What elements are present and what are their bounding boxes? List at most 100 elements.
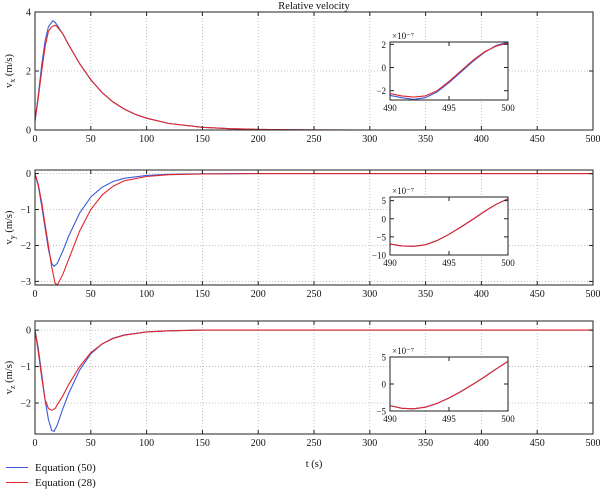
inset-2-series-line-2 <box>390 198 508 247</box>
panel-3-xtick-label: 50 <box>86 438 96 449</box>
inset-2-group: 490 495 500 −10 −5 0 5 ×10⁻⁷ <box>372 186 515 268</box>
panel-1-ylabel: vx (m/s) <box>4 53 17 88</box>
inset-2-background <box>390 197 508 255</box>
panel-3-xtick-label: 0 <box>33 438 38 449</box>
inset-2-ytick-label: −10 <box>372 251 387 261</box>
panel-2-ylabel-base: v <box>4 239 15 245</box>
panel-2-xtick-label: 0 <box>33 289 38 300</box>
inset-1-xtick-label: 500 <box>501 103 515 113</box>
inset-2-ytick-label: 0 <box>382 214 387 224</box>
panel-1-ytick-label: 4 <box>26 8 31 19</box>
inset-2-xtick-label: 495 <box>442 258 456 268</box>
panel-3-ylabel-sub: z <box>8 385 17 389</box>
panel-2-series-equation-50 <box>35 173 593 268</box>
legend: Equation (50) Equation (28) <box>6 460 96 490</box>
inset-3-y-exponent: ×10⁻⁷ <box>392 346 414 356</box>
panel-1-ytick-label: 0 <box>26 126 31 137</box>
panel-1-xtick-label: 500 <box>586 134 600 145</box>
panel-3-ytick-label: 0 <box>26 326 31 337</box>
panel-1-ylabel-unit: (m/s) <box>4 53 15 78</box>
panel-3-xlabel: t (s) <box>306 459 323 470</box>
panel-1-xtick-label: 50 <box>86 134 96 145</box>
panel-2-xtick-label: 200 <box>251 289 266 300</box>
inset-3-ytick-label: 5 <box>382 353 387 363</box>
panel-2-ylabel-unit: (m/s) <box>4 210 15 235</box>
panel-1-ytick-label: 2 <box>26 67 31 78</box>
inset-1-y-exponent: ×10⁻⁷ <box>392 31 414 41</box>
panel-2-xtick-label: 400 <box>474 289 489 300</box>
panel-2-ylabel-sub: y <box>8 235 17 239</box>
panel-2-ytick-label: −2 <box>20 241 31 252</box>
legend-item-equation-50: Equation (50) <box>6 460 96 475</box>
inset-2-xtick-label: 500 <box>501 258 515 268</box>
inset-1-ytick-label: −2 <box>376 86 386 96</box>
panel-3-ytick-label: −1 <box>20 362 31 373</box>
panel-3-xtick-label: 150 <box>195 438 210 449</box>
inset-3-xtick-label: 495 <box>442 414 456 424</box>
inset-1-group: 490 495 500 −2 0 2 ×10⁻⁷ <box>376 31 515 113</box>
panel-3-xtick-label: 100 <box>139 438 154 449</box>
panel-1-xtick-label: 250 <box>307 134 322 145</box>
inset-1-series-line-2 <box>390 42 508 98</box>
panel-3-series-equation-28 <box>35 329 593 411</box>
inset-2-ytick-label: 5 <box>382 196 387 206</box>
panel-1-xtick-label: 450 <box>530 134 545 145</box>
panel-1-ylabel-sub: x <box>8 79 17 83</box>
inset-3-ytick-label: −5 <box>376 407 386 417</box>
inset-1-xtick-label: 490 <box>383 103 397 113</box>
legend-item-equation-28: Equation (28) <box>6 475 96 490</box>
panel-3-xtick-label: 200 <box>251 438 266 449</box>
panel-2-xtick-label: 250 <box>307 289 322 300</box>
legend-swatch-equation-28 <box>6 482 28 483</box>
panel-1-xtick-label: 400 <box>474 134 489 145</box>
legend-label-equation-28: Equation (28) <box>35 476 96 489</box>
panel-1-xtick-label: 100 <box>139 134 154 145</box>
inset-1-ytick-label: 2 <box>382 40 387 50</box>
panel-2-xtick-label: 150 <box>195 289 210 300</box>
legend-swatch-equation-50 <box>6 467 28 468</box>
inset-2-y-exponent: ×10⁻⁷ <box>392 186 414 196</box>
panel-2-xtick-label: 300 <box>362 289 377 300</box>
inset-3-xtick-label: 500 <box>501 414 515 424</box>
panel-1-group: 0 50 100 150 200 250 300 350 400 450 500 0 2 4 Relativ… <box>4 1 600 145</box>
inset-3-series-line-2 <box>390 360 508 410</box>
panel-2-xtick-label: 50 <box>86 289 96 300</box>
panel-1-xtick-label: 150 <box>195 134 210 145</box>
panel-1-ylabel-base: v <box>4 82 15 88</box>
panel-2-xtick-label: 450 <box>530 289 545 300</box>
panel-1-title: Relative velocity <box>278 1 350 12</box>
panel-3-xtick-label: 450 <box>530 438 545 449</box>
panel-1-xtick-label: 300 <box>362 134 377 145</box>
panel-1-xtick-label: 0 <box>33 134 38 145</box>
inset-3-background <box>390 357 508 411</box>
panel-3-ylabel-unit: (m/s) <box>4 360 15 385</box>
inset-3-xtick-label: 490 <box>383 414 397 424</box>
panel-2-xtick-label: 350 <box>418 289 433 300</box>
panel-1-xtick-label: 350 <box>418 134 433 145</box>
panel-2-group: 0 50 100 150 200 250 300 350 400 450 500−3−2−10vy … <box>4 169 600 300</box>
panel-3-xtick-label: 350 <box>418 438 433 449</box>
panel-2-xtick-label: 100 <box>139 289 154 300</box>
panel-3-ylabel: vz (m/s) <box>4 360 17 394</box>
panel-3-ylabel-base: v <box>4 388 15 394</box>
panel-2-series-equation-28 <box>35 173 593 286</box>
inset-1-ytick-label: 0 <box>382 63 387 73</box>
inset-1-xtick-label: 495 <box>442 103 456 113</box>
inset-1-background <box>390 42 508 100</box>
panel-3-xtick-label: 250 <box>307 438 322 449</box>
panel-2-xtick-label: 500 <box>586 289 600 300</box>
panel-3-xtick-label: 500 <box>586 438 600 449</box>
panel-2-ytick-label: 0 <box>26 169 31 180</box>
panel-3-xtick-label: 400 <box>474 438 489 449</box>
inset-3-ytick-label: 0 <box>382 380 387 390</box>
inset-2-xtick-label: 490 <box>383 258 397 268</box>
panel-2-ytick-label: −1 <box>20 205 31 216</box>
panel-3-ytick-label: −2 <box>20 399 31 410</box>
inset-3-group: 490 495 500 −5 0 5 ×10⁻⁷ <box>376 346 515 424</box>
panel-1-xtick-label: 200 <box>251 134 266 145</box>
panel-2-ytick-label: −3 <box>20 277 31 288</box>
legend-label-equation-50: Equation (50) <box>35 461 96 474</box>
panel-3-xtick-label: 300 <box>362 438 377 449</box>
